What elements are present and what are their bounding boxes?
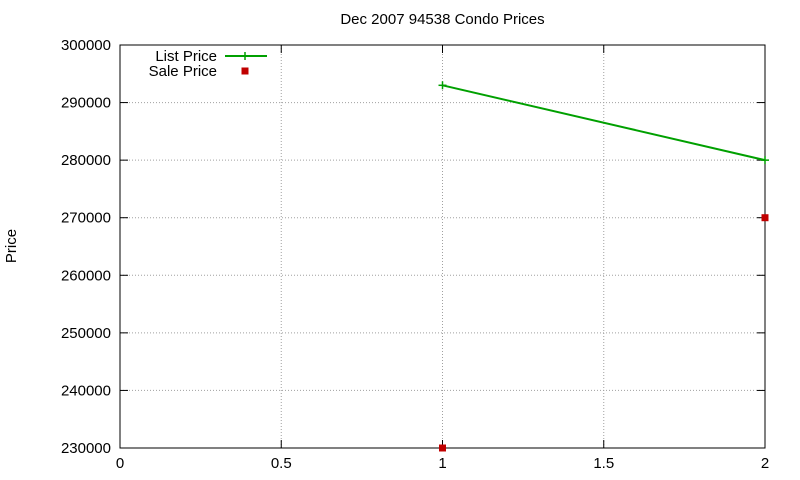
legend-label: List Price xyxy=(155,48,217,65)
data-point-0 xyxy=(438,81,447,90)
data-point-1 xyxy=(761,214,769,222)
x-tick-label: 0 xyxy=(116,455,124,472)
y-tick-label: 300000 xyxy=(61,37,111,54)
legend-marker xyxy=(241,67,249,75)
y-tick-label: 270000 xyxy=(61,210,111,227)
data-point-1 xyxy=(439,444,446,452)
legend-label: Sale Price xyxy=(149,63,217,80)
data-point-0 xyxy=(761,156,769,165)
y-tick-label: 280000 xyxy=(61,152,111,169)
chart-title: Dec 2007 94538 Condo Prices xyxy=(340,11,545,28)
y-tick-label: 230000 xyxy=(61,440,111,457)
x-tick-label: 1.5 xyxy=(593,455,614,472)
y-tick-label: 260000 xyxy=(61,267,111,284)
legend-marker xyxy=(241,52,249,60)
y-tick-label: 240000 xyxy=(61,382,111,399)
y-tick-label: 290000 xyxy=(61,95,111,112)
x-tick-label: 2 xyxy=(761,455,769,472)
y-tick-label: 250000 xyxy=(61,325,111,342)
x-tick-label: 0.5 xyxy=(271,455,292,472)
series-line-0 xyxy=(442,84,766,162)
x-tick-label: 1 xyxy=(438,455,446,472)
